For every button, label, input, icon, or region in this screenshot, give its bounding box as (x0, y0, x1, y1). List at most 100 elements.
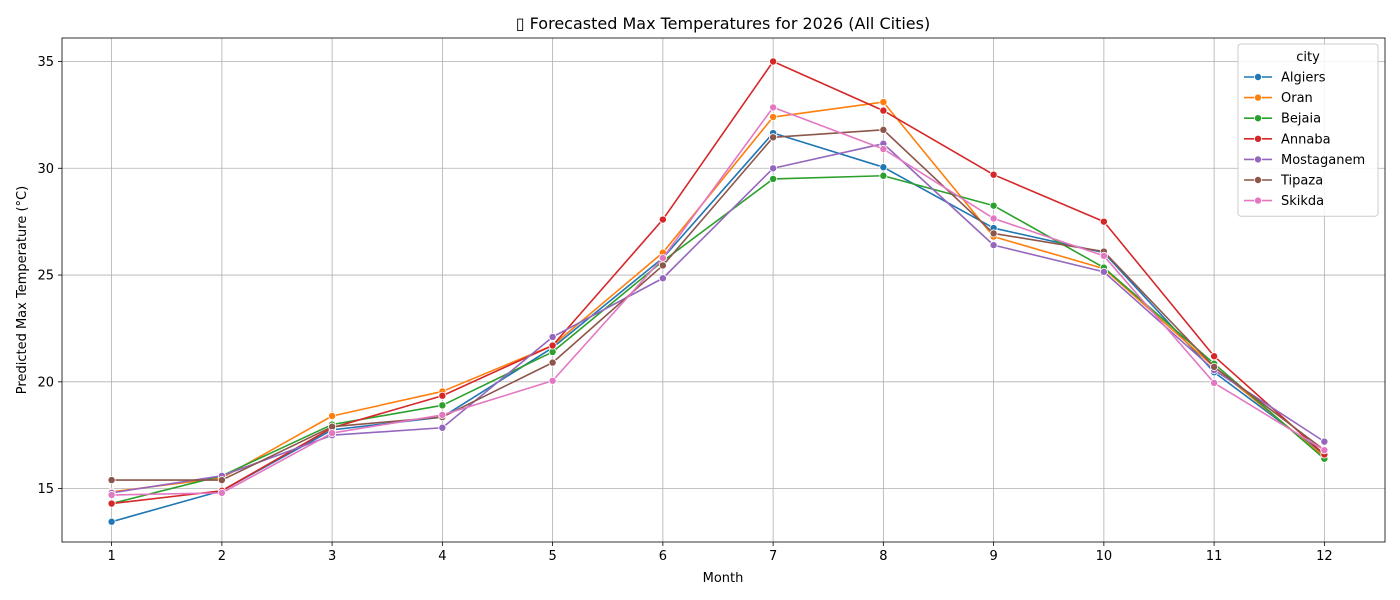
data-point-bejaia (989, 201, 998, 210)
data-point-algiers (107, 517, 116, 526)
legend-label-skikda: Skikda (1281, 194, 1324, 209)
plot-frame (61, 37, 1386, 543)
legend-marker-annaba (1254, 134, 1263, 143)
data-point-skikda (548, 376, 557, 385)
data-point-skikda (1210, 378, 1219, 387)
x-tick-label: 11 (1206, 549, 1223, 564)
data-point-annaba (989, 170, 998, 179)
y-tick-label: 15 (37, 482, 54, 497)
data-point-skikda (879, 145, 888, 154)
legend-item-tipaza: Tipaza (1244, 174, 1323, 189)
series-line-tipaza (111, 129, 1325, 481)
data-point-tipaza (548, 358, 557, 367)
legend-item-annaba: Annaba (1244, 132, 1331, 147)
legend-item-bejaia: Bejaia (1244, 112, 1321, 127)
data-point-mostaganem (1099, 267, 1108, 276)
data-point-skikda (328, 429, 337, 438)
data-point-tipaza (989, 229, 998, 238)
x-tick-label: 2 (218, 549, 226, 564)
data-point-tipaza (107, 476, 116, 485)
x-tick-label: 1 (107, 549, 115, 564)
legend-item-oran: Oran (1244, 91, 1313, 106)
chart-title: ▯ Forecasted Max Temperatures for 2026 (… (516, 14, 930, 33)
data-point-tipaza (769, 133, 778, 142)
legend-marker-oran (1254, 93, 1263, 102)
data-point-tipaza (217, 476, 226, 485)
legend-item-skikda: Skikda (1244, 194, 1324, 209)
legend-label-oran: Oran (1281, 91, 1313, 106)
data-point-mostaganem (989, 241, 998, 250)
data-point-mostaganem (658, 274, 667, 283)
data-point-oran (769, 113, 778, 122)
data-point-mostaganem (1320, 437, 1329, 446)
data-point-skikda (1320, 446, 1329, 455)
series-algiers (107, 129, 1329, 526)
data-point-annaba (548, 341, 557, 350)
data-point-algiers (879, 163, 888, 172)
legend-marker-algiers (1254, 73, 1263, 82)
data-point-skikda (107, 491, 116, 500)
legend-label-algiers: Algiers (1281, 71, 1326, 86)
y-tick-label: 20 (37, 375, 54, 390)
data-point-oran (879, 98, 888, 107)
x-tick-label: 8 (879, 549, 887, 564)
legend-label-tipaza: Tipaza (1280, 174, 1323, 189)
legend-label-mostaganem: Mostaganem (1281, 153, 1365, 168)
legend: city Algiers Oran Bejaia Annaba Mostaganem Tip… (1237, 43, 1379, 217)
data-point-bejaia (879, 171, 888, 180)
series-annaba (107, 57, 1329, 508)
x-tick-label: 7 (769, 549, 777, 564)
data-point-annaba (438, 391, 447, 400)
legend-marker-bejaia (1254, 114, 1263, 123)
legend-item-mostaganem: Mostaganem (1244, 153, 1365, 168)
data-point-tipaza (1210, 362, 1219, 371)
y-tick-label: 25 (37, 269, 54, 284)
data-point-skikda (438, 410, 447, 419)
x-tick-label: 10 (1096, 549, 1113, 564)
data-point-skikda (217, 488, 226, 497)
grid-lines (62, 38, 1385, 542)
legend-marker-tipaza (1254, 175, 1263, 184)
data-point-annaba (1099, 217, 1108, 226)
series-bejaia (107, 171, 1329, 508)
series-skikda (107, 103, 1329, 500)
x-tick-label: 5 (548, 549, 556, 564)
data-point-skikda (769, 103, 778, 112)
y-axis-title: Predicted Max Temperature (°C) (15, 186, 30, 394)
data-point-bejaia (769, 174, 778, 183)
legend-title: city (1296, 50, 1320, 65)
x-tick-label: 9 (989, 549, 997, 564)
series-line-skikda (111, 106, 1325, 496)
data-point-annaba (658, 215, 667, 224)
legend-marker-skikda (1254, 196, 1263, 205)
data-point-skikda (1099, 251, 1108, 260)
data-point-mostaganem (769, 164, 778, 173)
legend-label-annaba: Annaba (1281, 132, 1331, 147)
data-point-tipaza (658, 261, 667, 270)
series-lines (107, 57, 1329, 526)
data-point-mostaganem (548, 332, 557, 341)
series-line-mostaganem (111, 142, 1325, 494)
x-tick-label: 12 (1316, 549, 1333, 564)
x-tick-label: 6 (659, 549, 667, 564)
data-point-skikda (658, 253, 667, 262)
series-line-annaba (111, 60, 1325, 505)
y-tick-label: 35 (37, 55, 54, 70)
data-point-skikda (989, 214, 998, 223)
data-point-annaba (1210, 352, 1219, 361)
legend-box (1237, 43, 1379, 217)
data-point-annaba (879, 106, 888, 115)
data-point-oran (328, 411, 337, 420)
data-point-tipaza (879, 125, 888, 134)
x-tick-label: 3 (328, 549, 336, 564)
x-axis-title: Month (703, 571, 744, 586)
data-point-annaba (107, 499, 116, 508)
y-tick-label: 30 (37, 162, 54, 177)
legend-label-bejaia: Bejaia (1281, 112, 1321, 127)
legend-item-algiers: Algiers (1244, 71, 1326, 86)
series-line-algiers (111, 132, 1325, 523)
data-point-mostaganem (438, 423, 447, 432)
x-tick-label: 4 (438, 549, 446, 564)
